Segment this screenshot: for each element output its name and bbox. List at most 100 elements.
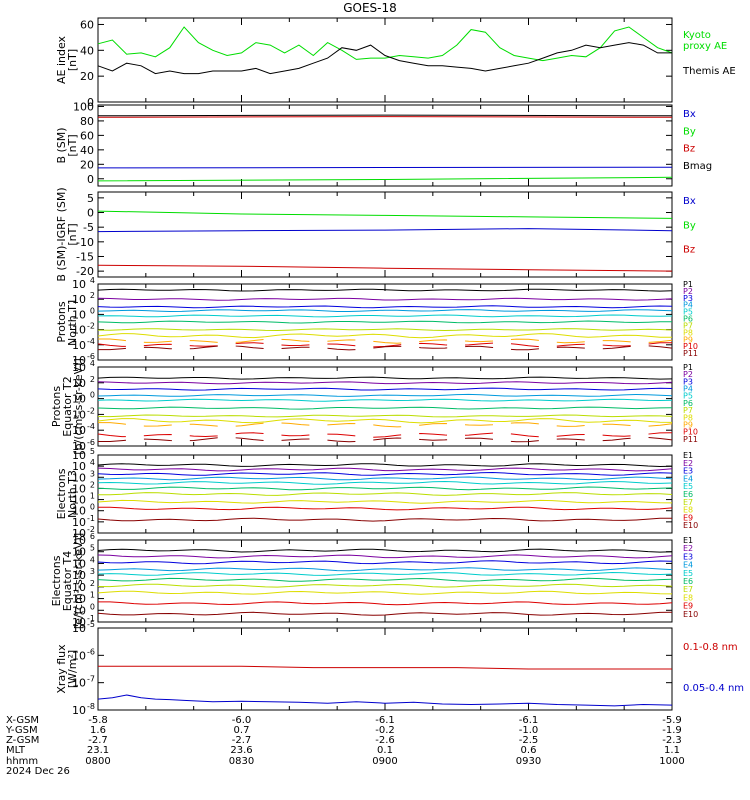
y-tick-exponent: 4	[90, 276, 95, 285]
y-tick-label: 10	[72, 704, 86, 717]
y-tick-exponent: 3	[90, 469, 95, 478]
series-line-p11	[98, 436, 673, 443]
y-tick-exponent: 5	[90, 544, 95, 553]
series-line-p7	[97, 328, 673, 332]
legend-label: E10	[683, 610, 698, 619]
y-tick-exponent: 4	[90, 359, 95, 368]
y-axis-label: ElectronsNorth T3	[55, 468, 79, 519]
footer-value: 1.6	[90, 725, 106, 736]
footer-value: 23.1	[87, 745, 109, 756]
y-axis-label-line: B (SM)	[55, 127, 68, 163]
series-line-e8	[97, 590, 673, 595]
series-line-e10	[97, 611, 673, 616]
y-axis-label-line: Protons	[55, 301, 68, 342]
y-tick-exponent: 4	[90, 555, 95, 564]
legend-label: E2	[683, 459, 693, 468]
footer-row-label: Z-GSM	[6, 735, 39, 746]
y-tick-label: 10	[72, 424, 86, 437]
legend-label: E8	[683, 593, 693, 602]
legend-label: P4	[683, 301, 693, 310]
legend-label: Bx	[683, 109, 696, 120]
legend-label: P10	[683, 428, 698, 437]
y-axis-label-line: Protons	[50, 386, 63, 427]
panel-frame	[97, 191, 673, 278]
legend-label: P9	[683, 335, 693, 344]
legend-label: E3	[683, 552, 693, 561]
y-tick-label: 5	[87, 192, 94, 205]
footer-value: 23.6	[230, 745, 252, 756]
legend-label: E2	[683, 544, 693, 553]
series-line-e3	[97, 560, 673, 565]
y-tick-label: 60	[80, 18, 94, 31]
legend-label: 0.1-0.8 nm	[683, 642, 738, 653]
series-line-p2	[97, 381, 673, 385]
series-line-p3	[97, 387, 673, 391]
legend-label: P9	[683, 420, 693, 429]
series-line-p4	[97, 309, 673, 313]
y-tick-exponent: -2	[87, 406, 95, 415]
footer-row-label: X-GSM	[6, 715, 39, 726]
legend-label: P2	[683, 287, 693, 296]
legend-label: P10	[683, 342, 698, 351]
series-line-p6	[97, 406, 673, 410]
y-axis-label-line: Xray flux	[55, 644, 68, 694]
series-line-p5	[97, 314, 673, 318]
y-tick-label: 10	[72, 593, 86, 606]
y-tick-exponent: 2	[90, 375, 95, 384]
y-tick-exponent: 0	[90, 391, 95, 400]
y-tick-label: 0	[87, 207, 94, 220]
y-axis-label-line: [nT]	[66, 49, 79, 71]
legend-label: Kyoto proxy AE	[683, 30, 727, 52]
y-tick-label: 10	[72, 440, 86, 453]
y-tick-exponent: -4	[87, 422, 95, 431]
series-line-p8	[97, 333, 673, 339]
series-line-by	[97, 210, 673, 219]
y-tick-label: 100	[73, 100, 94, 113]
y-tick-exponent: 0	[90, 503, 95, 512]
series-line-bx	[97, 166, 673, 169]
series-line-p3	[97, 305, 673, 309]
footer-value: -1.9	[662, 725, 682, 736]
y-tick-label: 10	[72, 527, 86, 540]
plot-title: GOES-18	[343, 1, 397, 15]
legend-label: E5	[683, 482, 693, 491]
y-tick-label: 10	[72, 449, 86, 462]
legend-label: P7	[683, 321, 693, 330]
y-tick-label: 10	[72, 557, 86, 570]
y-tick-label: 0	[87, 96, 94, 109]
footer-value: -6.1	[375, 715, 395, 726]
legend-label: P6	[683, 315, 693, 324]
legend-label: By	[683, 220, 696, 231]
y-tick-label: 10	[72, 516, 86, 529]
y-tick-exponent: -1	[87, 614, 95, 623]
y-axis-label: ProtonsNorth T1	[55, 298, 79, 346]
legend-label: P8	[683, 413, 693, 422]
series-line-e8	[97, 499, 673, 504]
y-tick-label: 10	[72, 408, 86, 421]
y-tick-exponent: 4	[90, 458, 95, 467]
y-tick-exponent: -6	[87, 647, 95, 656]
y-axis-label: ElectronsEquator T4[e/(cm²-s-sr-keV)]	[50, 533, 85, 629]
y-tick-label: 10	[72, 393, 86, 406]
y-tick-label: 10	[72, 339, 86, 352]
panel-frame	[97, 366, 673, 447]
legend-label: P5	[683, 392, 693, 401]
series-line-p10	[97, 432, 673, 438]
footer-value: 0830	[229, 756, 254, 767]
y-tick-label: 10	[72, 534, 86, 547]
series-line-by	[97, 176, 673, 182]
y-tick-label: -5	[83, 221, 94, 234]
y-axis-label-line: North T3	[66, 470, 79, 518]
series-line-p5	[97, 398, 673, 402]
footer-value: 0.1	[377, 745, 393, 756]
legend-label: Bz	[683, 245, 695, 256]
y-axis-label: B (SM)-IGRF (SM)[nT]	[55, 187, 79, 281]
y-tick-label: 40	[80, 44, 94, 57]
legend-label: P1	[683, 363, 693, 372]
y-axis-label: AE index[nT]	[55, 35, 79, 84]
footer-value: 0930	[516, 756, 541, 767]
y-axis-label-line: Electrons	[55, 468, 68, 519]
